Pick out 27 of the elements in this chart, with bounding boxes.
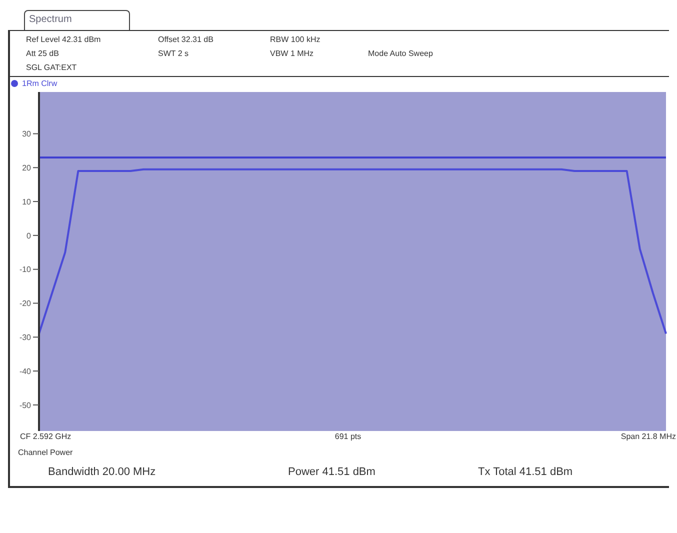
- chart-title: Spectrum: [24, 10, 130, 31]
- text: RBW 100 kHz: [270, 35, 322, 44]
- text: CF 2.592 GHz: [20, 432, 72, 441]
- text: SWT 2 s: [158, 49, 190, 58]
- text: Channel Power: [18, 448, 74, 457]
- line-series: [38, 168, 667, 335]
- y-tick-label: 30: [22, 130, 32, 139]
- y-tick-label: -50: [19, 400, 32, 410]
- y-tick-label: 20: [22, 163, 32, 172]
- y-tick-label: -10: [19, 265, 32, 274]
- text: VBW 1 MHz: [270, 49, 315, 58]
- y-tick-label: 0: [26, 231, 32, 240]
- text: Offset 32.31 dB: [158, 35, 214, 44]
- text: Mode Auto Sweep: [368, 49, 434, 58]
- text: Att 25 dB: [26, 49, 60, 58]
- text: Tx Total 41.51 dBm: [478, 466, 574, 478]
- text: Bandwidth 20.00 MHz: [48, 466, 157, 478]
- text: Span 21.8 MHz: [620, 432, 676, 441]
- text: SGL GAT:EXT: [26, 63, 78, 72]
- y-tick-label: -20: [19, 299, 32, 308]
- y-tick-label: -30: [19, 332, 32, 342]
- text: Ref Level 42.31 dBm: [26, 35, 102, 44]
- text: 691 pts: [334, 432, 362, 441]
- legend-label: 1Rm Clrw: [22, 79, 58, 88]
- text: Power 41.51 dBm: [288, 466, 376, 478]
- y-tick-label: -40: [19, 366, 32, 376]
- y-tick-label: 10: [22, 197, 32, 206]
